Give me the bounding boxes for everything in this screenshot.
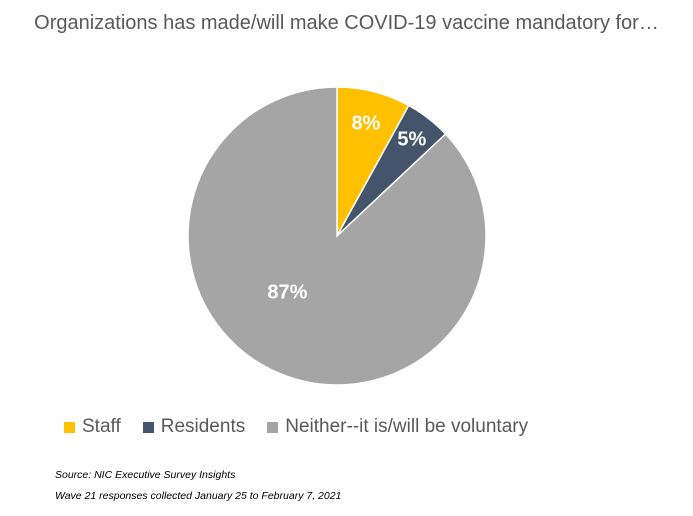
legend-label-neither: Neither--it is/will be voluntary	[285, 416, 529, 437]
data-label-residents: 5%	[397, 128, 426, 150]
legend-item-staff: Staff	[64, 416, 121, 438]
legend-item-neither: Neither--it is/will be voluntary	[267, 416, 528, 438]
data-label-neither: 87%	[267, 281, 307, 303]
legend-swatch-residents	[142, 421, 154, 433]
data-label-staff: 8%	[351, 112, 380, 134]
legend-label-residents: Residents	[160, 416, 246, 437]
legend-label-staff: Staff	[82, 416, 121, 437]
legend-swatch-neither	[267, 421, 279, 433]
source-note: Source: NIC Executive Survey Insights	[55, 469, 236, 481]
pie-slice-neither	[187, 86, 487, 386]
pie-chart: 8% 5% 87%	[187, 86, 487, 386]
wave-note: Wave 21 responses collected January 25 t…	[55, 490, 342, 502]
pie-slices	[187, 86, 487, 386]
chart-title: Organizations has made/will make COVID-1…	[34, 12, 659, 34]
pie-data-labels: 8% 5% 87%	[267, 112, 426, 303]
chart-legend: Staff Residents Neither--it is/will be v…	[64, 416, 550, 438]
legend-swatch-staff	[64, 421, 75, 433]
legend-item-residents: Residents	[142, 416, 246, 438]
